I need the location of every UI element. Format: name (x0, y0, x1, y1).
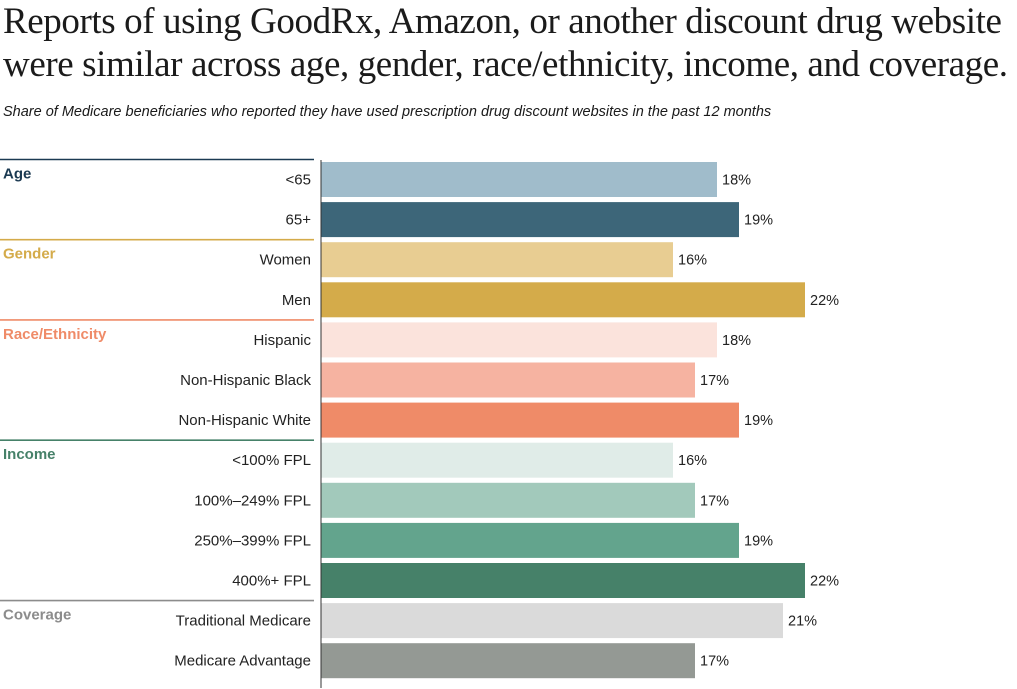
value-label-1: 19% (744, 213, 773, 229)
bar-8 (321, 482, 695, 518)
bar-4 (321, 322, 717, 358)
bar-9 (321, 522, 739, 558)
bar-3 (321, 282, 805, 318)
value-label-4: 18% (722, 333, 751, 349)
category-label-2: Women (260, 252, 311, 269)
chart-subtitle: Share of Medicare beneficiaries who repo… (3, 104, 772, 120)
bar-7 (321, 442, 673, 478)
category-label-4: Hispanic (253, 332, 311, 349)
value-label-12: 17% (700, 654, 729, 670)
bar-1 (321, 202, 739, 238)
group-label-4: Coverage (3, 607, 71, 624)
bar-11 (321, 603, 783, 639)
category-label-8: 100%–249% FPL (194, 492, 311, 509)
chart-title: Reports of using GoodRx, Amazon, or anot… (3, 1, 1008, 85)
category-label-3: Men (282, 292, 311, 309)
category-label-9: 250%–399% FPL (194, 532, 311, 549)
bar-10 (321, 563, 805, 598)
value-label-10: 22% (810, 574, 839, 590)
value-label-7: 16% (678, 453, 707, 469)
category-label-12: Medicare Advantage (174, 653, 311, 670)
value-label-5: 17% (700, 373, 729, 389)
value-label-2: 16% (678, 253, 707, 269)
bar-12 (321, 643, 695, 679)
category-label-6: Non-Hispanic White (178, 412, 311, 429)
value-label-0: 18% (722, 173, 751, 189)
value-label-9: 19% (744, 533, 773, 549)
category-label-7: <100% FPL (232, 452, 311, 469)
bar-6 (321, 402, 739, 438)
group-label-2: Race/Ethnicity (3, 326, 107, 343)
category-label-10: 400%+ FPL (232, 573, 311, 590)
group-label-3: Income (3, 446, 56, 463)
category-label-1: 65+ (286, 212, 312, 229)
value-label-8: 17% (700, 493, 729, 509)
value-label-11: 21% (788, 614, 817, 630)
group-label-1: Gender (3, 246, 56, 263)
category-label-0: <65 (286, 172, 311, 189)
value-label-6: 19% (744, 413, 773, 429)
category-label-5: Non-Hispanic Black (180, 372, 311, 389)
group-label-0: Age (3, 166, 31, 183)
bar-0 (321, 162, 717, 197)
value-label-3: 22% (810, 293, 839, 309)
bar-2 (321, 242, 673, 278)
category-label-11: Traditional Medicare (176, 613, 311, 630)
bar-5 (321, 362, 695, 398)
